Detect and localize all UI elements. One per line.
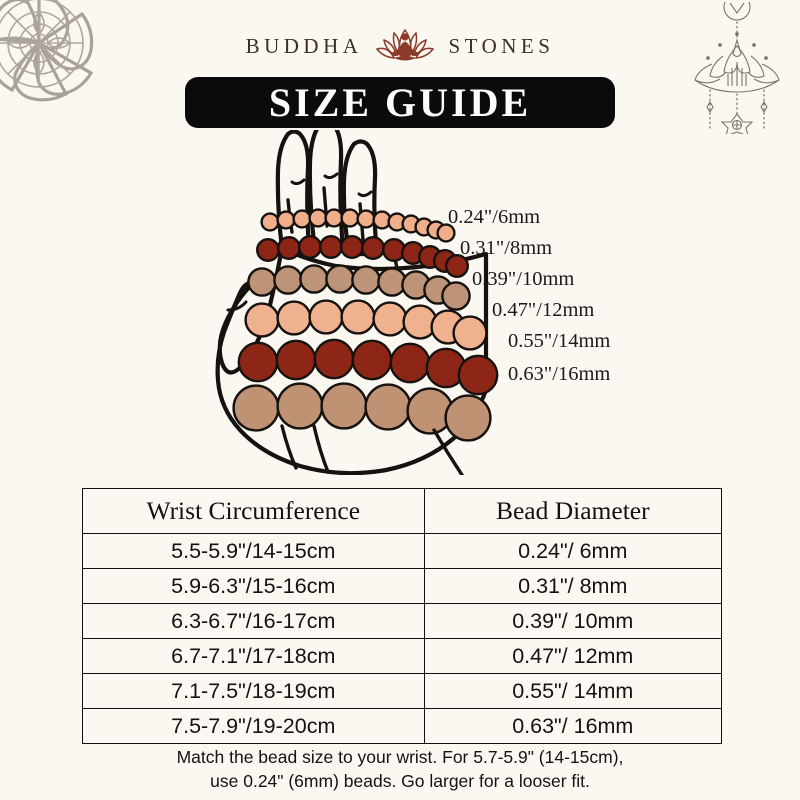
bead-label-12mm: 0.47"/12mm <box>492 299 595 321</box>
cell-wrist: 7.1-7.5"/18-19cm <box>82 673 425 709</box>
cell-bead: 0.55"/ 14mm <box>423 673 723 709</box>
column-header-bead-diameter: Bead Diameter <box>423 488 723 534</box>
mandala-corner-ornament <box>0 0 94 102</box>
bead-size-labels: 0.24"/6mm 0.31"/8mm 0.39"/10mm 0.47"/12m… <box>440 206 650 396</box>
footer-note-line-1: Match the bead size to your wrist. For 5… <box>176 747 624 767</box>
bead-label-16mm: 0.63"/16mm <box>508 363 611 385</box>
table-row: 6.7-7.1"/17-18cm 0.47"/ 12mm <box>82 638 723 674</box>
footer-note: Match the bead size to your wrist. For 5… <box>0 745 800 793</box>
cell-wrist: 6.7-7.1"/17-18cm <box>82 638 425 674</box>
column-header-wrist-circumference: Wrist Circumference <box>82 488 425 534</box>
cell-wrist: 5.5-5.9"/14-15cm <box>82 533 425 569</box>
page-title: SIZE GUIDE <box>268 79 532 125</box>
page-title-banner: SIZE GUIDE <box>185 77 615 128</box>
table-row: 5.9-6.3"/15-16cm 0.31"/ 8mm <box>82 568 723 604</box>
bead-label-10mm: 0.39"/10mm <box>472 268 575 290</box>
table-row: 7.1-7.5"/18-19cm 0.55"/ 14mm <box>82 673 723 709</box>
cell-bead: 0.63"/ 16mm <box>423 708 723 744</box>
cell-wrist: 5.9-6.3"/15-16cm <box>82 568 425 604</box>
footer-note-line-2: use 0.24" (6mm) beads. Go larger for a l… <box>210 771 590 791</box>
table-header-row: Wrist Circumference Bead Diameter <box>82 488 723 534</box>
size-chart-table: Wrist Circumference Bead Diameter 5.5-5.… <box>82 488 723 744</box>
brand-word-left: BUDDHA <box>245 33 363 58</box>
table-row: 7.5-7.9"/19-20cm 0.63"/ 16mm <box>82 708 723 744</box>
bead-label-8mm: 0.31"/8mm <box>460 237 553 259</box>
hand-with-bracelets-illustration <box>215 130 499 475</box>
brand-header: BUDDHA STONES <box>0 24 800 68</box>
cell-wrist: 6.3-6.7"/16-17cm <box>82 603 425 639</box>
table-row: 5.5-5.9"/14-15cm 0.24"/ 6mm <box>82 533 723 569</box>
lotus-mandala-ornament <box>694 2 780 134</box>
cell-bead: 0.24"/ 6mm <box>423 533 723 569</box>
cell-bead: 0.31"/ 8mm <box>423 568 723 604</box>
bead-label-6mm: 0.24"/6mm <box>448 206 541 228</box>
brand-word-right: STONES <box>448 33 555 58</box>
cell-bead: 0.39"/ 10mm <box>423 603 723 639</box>
cell-wrist: 7.5-7.9"/19-20cm <box>82 708 425 744</box>
bead-label-14mm: 0.55"/14mm <box>508 330 611 352</box>
table-row: 6.3-6.7"/16-17cm 0.39"/ 10mm <box>82 603 723 639</box>
cell-bead: 0.47"/ 12mm <box>423 638 723 674</box>
lotus-meditation-logo <box>376 29 435 61</box>
